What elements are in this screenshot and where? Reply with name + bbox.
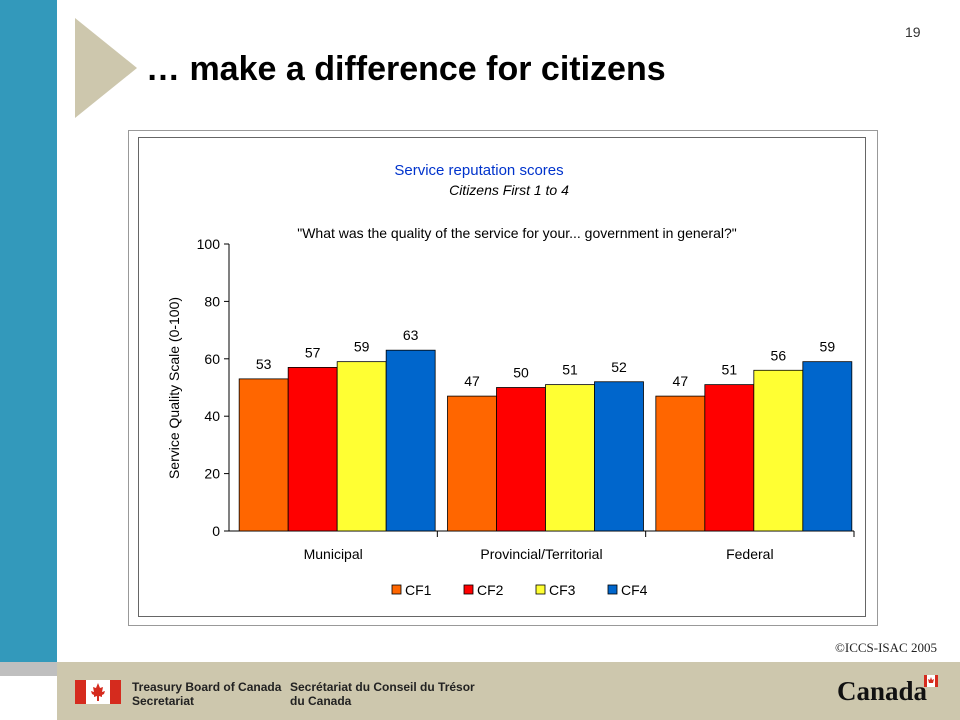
x-tick-label: Provincial/Territorial xyxy=(480,546,602,562)
data-label: 47 xyxy=(673,373,689,389)
y-tick-label: 20 xyxy=(204,466,220,482)
bar xyxy=(385,349,436,532)
bar xyxy=(802,361,853,532)
x-tick-label: Federal xyxy=(726,546,773,562)
bar xyxy=(287,367,338,532)
footer-bar xyxy=(57,662,960,720)
data-label: 59 xyxy=(820,339,836,355)
footer-french: Secrétariat du Conseil du Trésor du Cana… xyxy=(290,680,475,708)
bar xyxy=(336,361,387,532)
data-label: 63 xyxy=(403,327,419,343)
legend-swatch xyxy=(391,584,402,595)
canada-flag-icon xyxy=(75,680,121,704)
page-number: 19 xyxy=(905,24,921,40)
data-label: 56 xyxy=(771,347,787,363)
canada-wordmark: Canada xyxy=(837,676,928,706)
bar xyxy=(594,381,644,532)
chevron-icon xyxy=(75,18,137,118)
y-tick-label: 0 xyxy=(212,523,220,539)
bar xyxy=(753,369,804,532)
footer-fr-line2: du Canada xyxy=(290,694,352,708)
data-label: 51 xyxy=(722,362,738,378)
y-tick-label: 100 xyxy=(197,236,221,252)
legend-swatch xyxy=(463,584,474,595)
chart-subtitle: Citizens First 1 to 4 xyxy=(449,182,569,198)
bar xyxy=(238,378,289,532)
data-label: 52 xyxy=(611,359,627,375)
legend-label: CF3 xyxy=(549,582,576,598)
data-label: 59 xyxy=(354,339,370,355)
chart-plot-area: Service reputation scores Citizens First … xyxy=(138,137,866,617)
footer-en-line2: Secretariat xyxy=(132,694,195,708)
wordmark-flag-icon xyxy=(924,675,938,687)
left-accent-bar xyxy=(0,0,57,662)
legend-label: CF4 xyxy=(621,582,648,598)
copyright-text: ©ICCS-ISAC 2005 xyxy=(835,640,937,655)
data-label: 57 xyxy=(305,344,321,360)
bar-chart: Service reputation scores Citizens First … xyxy=(166,162,855,598)
left-accent-bar-end xyxy=(0,662,57,676)
bar xyxy=(704,384,755,532)
data-label: 51 xyxy=(562,362,578,378)
legend-label: CF1 xyxy=(405,582,432,598)
chart-frame: Service reputation scores Citizens First … xyxy=(128,130,878,626)
footer-english: Treasury Board of Canada Secretariat xyxy=(132,680,281,708)
legend-swatch xyxy=(535,584,546,595)
page-title: … make a difference for citizens xyxy=(146,50,666,88)
chart-annotation: "What was the quality of the service for… xyxy=(297,225,737,241)
legend-swatch xyxy=(607,584,618,595)
x-tick-label: Municipal xyxy=(304,546,363,562)
legend-label: CF2 xyxy=(477,582,504,598)
y-axis-label: Service Quality Scale (0-100) xyxy=(166,297,182,479)
data-label: 47 xyxy=(464,373,480,389)
bar xyxy=(496,387,546,532)
data-label: 50 xyxy=(513,365,529,381)
bar xyxy=(655,395,706,532)
bar xyxy=(545,384,595,532)
bar xyxy=(447,395,497,532)
data-label: 53 xyxy=(256,356,272,372)
y-tick-label: 60 xyxy=(204,351,220,367)
y-tick-label: 40 xyxy=(204,408,220,424)
footer-fr-line1: Secrétariat du Conseil du Trésor xyxy=(290,680,475,694)
chart-title: Service reputation scores xyxy=(394,162,563,179)
footer-en-line1: Treasury Board of Canada xyxy=(132,680,282,694)
y-tick-label: 80 xyxy=(204,293,220,309)
